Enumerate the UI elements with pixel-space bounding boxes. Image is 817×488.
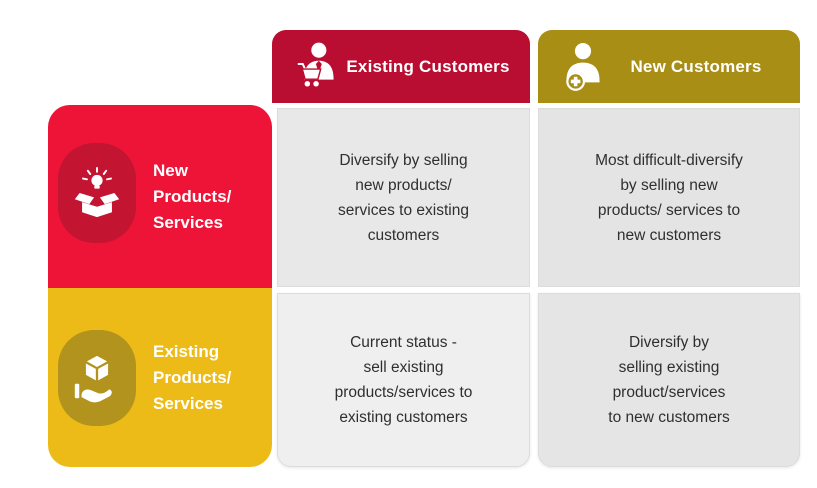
row-header-label: Existing Products/ Services	[153, 341, 232, 413]
cell-text: Current status - sell existing products/…	[334, 334, 473, 426]
column-header-existing-customers: Existing Customers	[272, 30, 530, 103]
column-header-label: Existing Customers	[346, 56, 510, 76]
icon-pill	[58, 143, 136, 243]
column-header-label: New Customers	[630, 56, 762, 76]
person-add-icon	[560, 41, 606, 93]
businessman-cart-icon	[294, 41, 340, 93]
open-box-idea-icon	[74, 166, 120, 218]
hand-holding-box-icon	[74, 355, 112, 403]
matrix-cell-new-products-new-customers: Most difficult-diversify by selling new …	[538, 108, 800, 287]
cell-text: Diversify by selling new products/ servi…	[338, 151, 469, 244]
matrix-cell-existing-products-existing-customers: Current status - sell existing products/…	[277, 293, 530, 467]
matrix-cell-existing-products-new-customers: Diversify by selling existing product/se…	[538, 293, 800, 467]
column-header-new-customers: New Customers	[538, 30, 800, 103]
icon-pill	[58, 330, 136, 426]
row-header-existing-products-services: Existing Products/ Services	[48, 288, 272, 467]
matrix-cell-new-products-existing-customers: Diversify by selling new products/ servi…	[277, 108, 530, 287]
cell-text: Diversify by selling existing product/se…	[608, 334, 730, 426]
row-header-label: New Products/ Services	[153, 160, 232, 232]
cell-text: Most difficult-diversify by selling new …	[595, 151, 743, 244]
row-header-new-products-services: New Products/ Services	[48, 105, 272, 288]
